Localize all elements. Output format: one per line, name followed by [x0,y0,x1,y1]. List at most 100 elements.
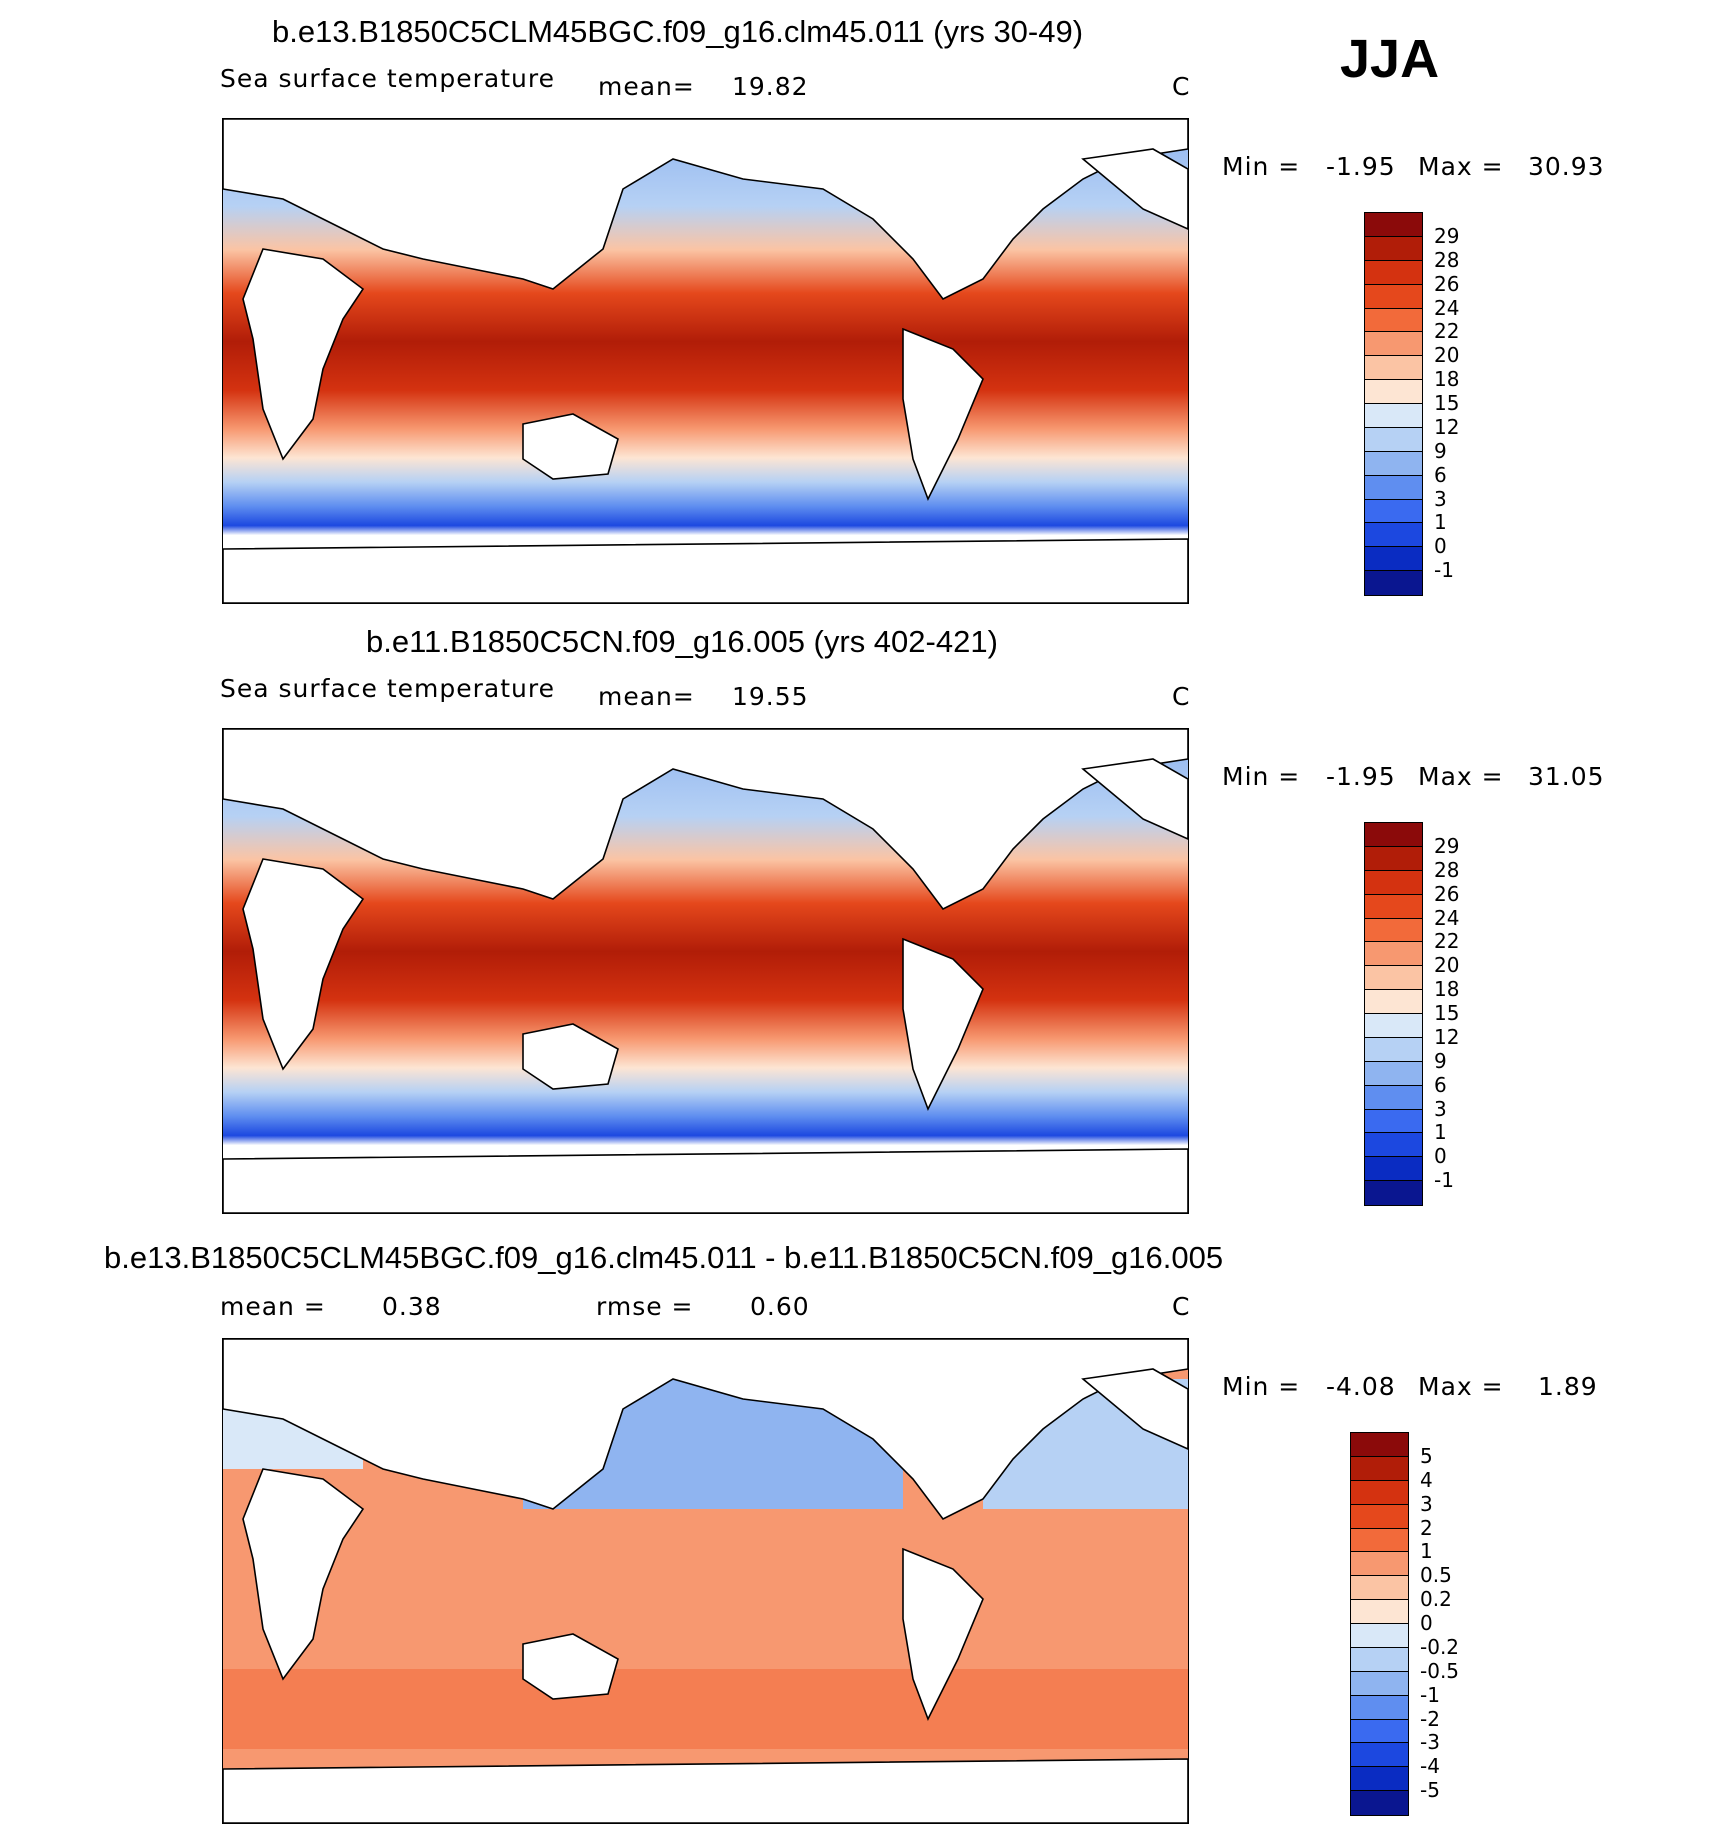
colorbar-tick-label: 18 [1434,367,1460,392]
colorbar-swatch [1365,260,1422,285]
panel-2-min-value: -1.95 [1326,762,1396,791]
colorbar-tick-label: 3 [1420,1491,1433,1516]
colorbar-swatch [1351,1504,1408,1529]
colorbar-swatch [1365,846,1422,871]
colorbar-swatch [1365,1133,1422,1158]
colorbar-swatch [1365,380,1422,404]
colorbar-swatch [1351,1528,1408,1553]
panel-2-min-label: Min = [1222,762,1301,791]
colorbar-swatch [1351,1671,1408,1696]
colorbar-tick-label: 18 [1434,977,1460,1002]
panel-1-max-value: 30.93 [1528,152,1605,181]
colorbar-tick-label: 0.2 [1420,1587,1452,1612]
colorbar-swatch [1365,523,1422,548]
colorbar-tick-label: -0.5 [1420,1658,1460,1683]
colorbar-tick-label: 4 [1420,1467,1433,1492]
panel-3-field [223,1339,1188,1823]
colorbar-swatch [1351,1433,1408,1457]
panel-1-mean-label: mean= [598,72,695,101]
panel-3-continents [223,1339,1188,1823]
colorbar-tick-label: -5 [1420,1778,1440,1803]
panel-3-min-value: -4.08 [1326,1372,1396,1401]
colorbar-tick-label: 20 [1434,343,1460,368]
colorbar-swatch [1365,918,1422,943]
colorbar-tick-label: 0.5 [1420,1563,1452,1588]
colorbar-swatch [1351,1695,1408,1720]
colorbar-tick-label: 5 [1420,1443,1433,1468]
colorbar-swatch [1351,1719,1408,1744]
colorbar-swatch [1365,308,1422,333]
colorbar-tick-label: -4 [1420,1754,1440,1779]
panel-3-min-label: Min = [1222,1372,1301,1401]
colorbar-swatch [1351,1576,1408,1601]
colorbar-swatch [1365,966,1422,991]
colorbar-tick-label: 3 [1434,1096,1447,1121]
colorbar-swatch [1365,475,1422,500]
colorbar-swatch [1351,1743,1408,1768]
colorbar-swatch [1365,404,1422,428]
colorbar-swatch [1365,213,1422,237]
colorbar-swatch [1365,571,1422,595]
colorbar-tick-label: -1 [1434,558,1454,583]
colorbar-swatch [1365,332,1422,357]
colorbar-swatch [1365,451,1422,476]
colorbar-tick-label: 1 [1420,1539,1433,1564]
panel-2-colorbar [1364,822,1423,1206]
colorbar-tick-label: 9 [1434,438,1447,463]
panel-3-map [222,1338,1189,1824]
panel-1-min-label: Min = [1222,152,1301,181]
colorbar-tick-label: 15 [1434,1001,1460,1025]
colorbar-swatch [1365,1037,1422,1062]
colorbar-tick-label: 26 [1434,271,1460,296]
panel-2-map [222,728,1189,1214]
panel-2-mean-label: mean= [598,682,695,711]
panel-1-min-value: -1.95 [1326,152,1396,181]
panel-2-max-value: 31.05 [1528,762,1605,791]
panel-2-continents [223,729,1188,1213]
colorbar-tick-label: 12 [1434,1024,1460,1049]
colorbar-tick-label: 2 [1420,1515,1433,1540]
season-label: JJA [1340,29,1440,89]
panel-1-title: b.e13.B1850C5CLM45BGC.f09_g16.clm45.011 … [272,14,1084,49]
colorbar-swatch [1351,1600,1408,1624]
panel-3-mean-value: 0.38 [382,1292,442,1321]
colorbar-tick-label: 20 [1434,953,1460,978]
panel-3-max-value: 1.89 [1538,1372,1598,1401]
colorbar-tick-label: -0.2 [1420,1634,1460,1659]
colorbar-swatch [1351,1480,1408,1505]
panel-1-mean-value: 19.82 [732,72,809,101]
colorbar-swatch [1365,284,1422,309]
colorbar-tick-label: -2 [1420,1706,1440,1731]
panel-3-colorbar [1350,1432,1409,1816]
colorbar-tick-label: -1 [1434,1168,1454,1193]
colorbar-tick-label: 0 [1434,1144,1447,1169]
colorbar-tick-label: 28 [1434,247,1460,272]
colorbar-swatch [1351,1624,1408,1648]
colorbar-swatch [1365,1085,1422,1110]
panel-2-units: C [1172,682,1191,711]
colorbar-tick-label: 6 [1434,462,1447,487]
panel-1-max-label: Max = [1418,152,1504,181]
colorbar-swatch [1365,499,1422,524]
colorbar-swatch [1351,1647,1408,1672]
colorbar-tick-label: 26 [1434,881,1460,906]
panel-1-map [222,118,1189,604]
panel-2-max-label: Max = [1418,762,1504,791]
panel-3-title: b.e13.B1850C5CLM45BGC.f09_g16.clm45.011 … [104,1240,1224,1275]
colorbar-tick-label: -3 [1420,1730,1440,1755]
colorbar-swatch [1365,942,1422,967]
colorbar-tick-label: 24 [1434,905,1460,930]
colorbar-swatch [1351,1552,1408,1577]
panel-1-continents [223,119,1188,603]
colorbar-swatch [1365,870,1422,895]
panel-3-rmse-label: rmse = [596,1292,694,1321]
panel-3-mean-label: mean = [220,1292,326,1321]
colorbar-swatch [1365,547,1422,572]
colorbar-tick-label: 3 [1434,486,1447,511]
colorbar-swatch [1351,1456,1408,1481]
panel-1-colorbar [1364,212,1423,596]
colorbar-tick-label: 12 [1434,414,1460,439]
colorbar-swatch [1365,1061,1422,1086]
colorbar-swatch [1351,1767,1408,1792]
colorbar-swatch [1365,1109,1422,1134]
